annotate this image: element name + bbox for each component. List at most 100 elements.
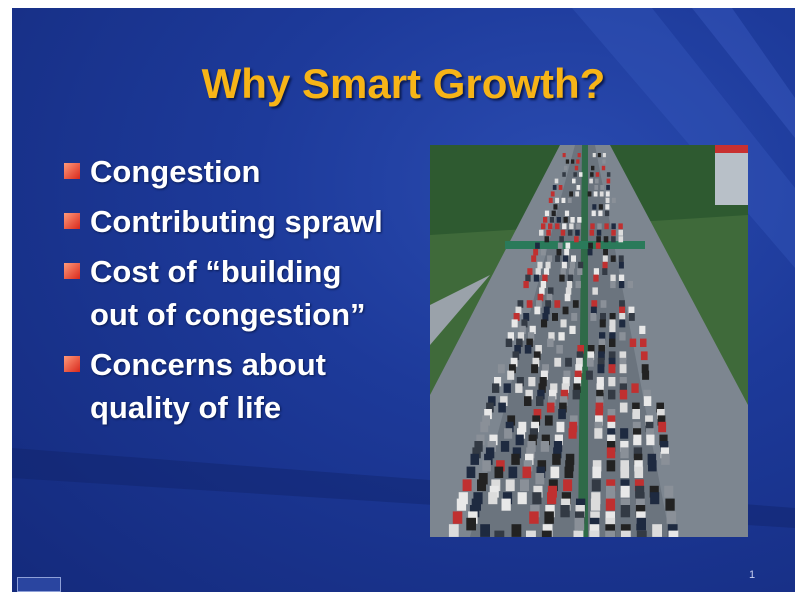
car bbox=[668, 531, 678, 537]
car bbox=[612, 198, 616, 203]
car bbox=[571, 159, 574, 163]
car bbox=[606, 499, 615, 511]
car bbox=[494, 531, 504, 537]
car bbox=[564, 249, 569, 255]
car bbox=[591, 166, 594, 171]
car bbox=[551, 191, 555, 196]
car bbox=[528, 377, 535, 386]
car bbox=[542, 275, 547, 282]
car bbox=[596, 243, 601, 249]
car bbox=[575, 191, 579, 196]
car bbox=[591, 499, 600, 511]
car bbox=[650, 492, 659, 504]
car bbox=[541, 249, 546, 255]
car bbox=[515, 383, 522, 393]
car bbox=[482, 460, 491, 471]
car bbox=[594, 191, 598, 196]
car bbox=[597, 223, 601, 229]
car bbox=[568, 275, 573, 282]
car bbox=[586, 371, 593, 380]
navigation-button[interactable] bbox=[17, 577, 61, 592]
car bbox=[606, 191, 610, 196]
car bbox=[636, 518, 646, 531]
car bbox=[592, 287, 598, 294]
bullet-text: Cost of “building out of congestion” bbox=[90, 254, 366, 332]
car bbox=[576, 159, 579, 163]
car bbox=[555, 255, 560, 262]
car bbox=[504, 428, 512, 439]
car bbox=[578, 262, 583, 269]
car bbox=[554, 300, 560, 308]
car bbox=[552, 211, 556, 217]
car bbox=[527, 300, 533, 308]
car bbox=[572, 179, 576, 184]
car bbox=[607, 179, 611, 184]
car bbox=[525, 345, 532, 354]
car bbox=[592, 467, 601, 478]
car bbox=[619, 332, 625, 340]
car bbox=[534, 275, 539, 282]
bullet-text: Congestion bbox=[90, 154, 261, 189]
car bbox=[543, 217, 547, 223]
car bbox=[620, 467, 629, 478]
car bbox=[544, 268, 549, 275]
car bbox=[564, 217, 568, 223]
car bbox=[618, 223, 622, 229]
car bbox=[546, 230, 551, 236]
car bbox=[569, 223, 573, 229]
car bbox=[631, 383, 638, 393]
car bbox=[602, 166, 605, 171]
car bbox=[553, 204, 557, 209]
car bbox=[525, 275, 530, 282]
car bbox=[536, 268, 541, 275]
car bbox=[607, 460, 616, 471]
car bbox=[605, 204, 609, 209]
car bbox=[495, 467, 504, 478]
car bbox=[595, 179, 599, 184]
car bbox=[634, 467, 643, 478]
car bbox=[619, 230, 624, 236]
car bbox=[589, 531, 599, 537]
car bbox=[527, 268, 532, 275]
car bbox=[602, 268, 607, 275]
car bbox=[471, 454, 480, 465]
car bbox=[575, 166, 578, 171]
car bbox=[641, 351, 648, 360]
car bbox=[561, 319, 567, 327]
bullet-marker bbox=[64, 213, 80, 229]
car bbox=[600, 319, 606, 327]
car bbox=[629, 313, 635, 321]
car bbox=[562, 223, 566, 229]
car bbox=[547, 492, 556, 504]
slide: Why Smart Growth? CongestionContributing… bbox=[12, 8, 795, 592]
car bbox=[542, 531, 552, 537]
car bbox=[590, 313, 596, 321]
car bbox=[598, 153, 601, 157]
car bbox=[593, 275, 598, 282]
car bbox=[642, 371, 649, 380]
page-number: 1 bbox=[749, 569, 755, 581]
car bbox=[588, 191, 592, 196]
car bbox=[610, 275, 615, 282]
car bbox=[557, 249, 562, 255]
page: Why Smart Growth? CongestionContributing… bbox=[0, 0, 803, 596]
car bbox=[563, 307, 569, 315]
car bbox=[488, 492, 497, 504]
car bbox=[590, 172, 594, 177]
car bbox=[594, 268, 599, 275]
car bbox=[566, 287, 572, 294]
bullet-item: Congestion bbox=[62, 150, 390, 193]
car bbox=[498, 364, 505, 373]
car bbox=[620, 403, 628, 413]
bullet-list: CongestionContributing sprawlCost of “bu… bbox=[62, 150, 402, 436]
car bbox=[536, 396, 544, 406]
car bbox=[603, 153, 606, 157]
car bbox=[449, 524, 459, 537]
car bbox=[575, 230, 580, 236]
car bbox=[571, 255, 576, 262]
car bbox=[565, 358, 572, 367]
car bbox=[568, 230, 573, 236]
car bbox=[566, 243, 571, 249]
car bbox=[640, 339, 647, 347]
car bbox=[604, 223, 608, 229]
